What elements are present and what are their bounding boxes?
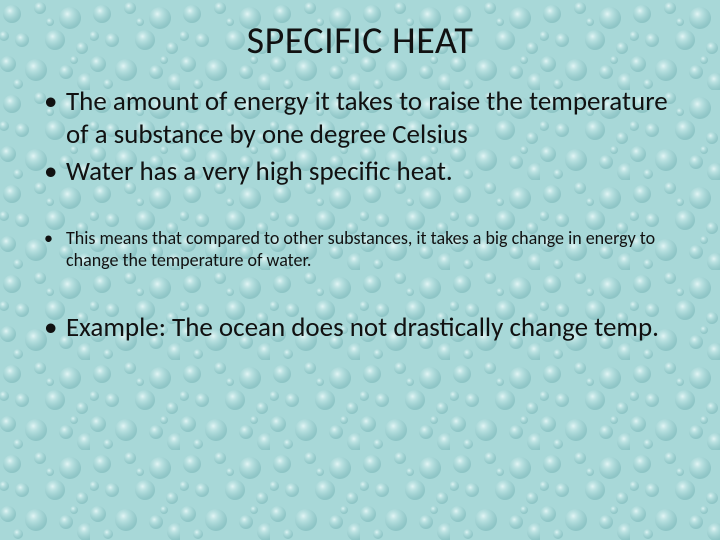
bullet-text: Example: The ocean does not drastically … (66, 311, 659, 344)
bullet-list: Example: The ocean does not drastically … (36, 312, 684, 345)
spacer (36, 193, 684, 227)
bullet-text: This means that compared to other substa… (66, 227, 655, 272)
bullet-list: The amount of energy it takes to raise t… (36, 86, 684, 189)
bullet-item: The amount of energy it takes to raise t… (36, 86, 684, 152)
bullet-text: Water has a very high specific heat. (66, 155, 453, 188)
slide-title: SPECIFIC HEAT (36, 18, 684, 64)
bullet-item: Example: The ocean does not drastically … (36, 312, 684, 345)
bullet-item: This means that compared to other substa… (36, 227, 684, 272)
bullet-item: Water has a very high specific heat. (36, 156, 684, 189)
bullet-list: This means that compared to other substa… (36, 227, 684, 272)
spacer (36, 276, 684, 312)
bullet-text: The amount of energy it takes to raise t… (66, 85, 668, 151)
slide-content: SPECIFIC HEAT The amount of energy it ta… (0, 0, 720, 540)
